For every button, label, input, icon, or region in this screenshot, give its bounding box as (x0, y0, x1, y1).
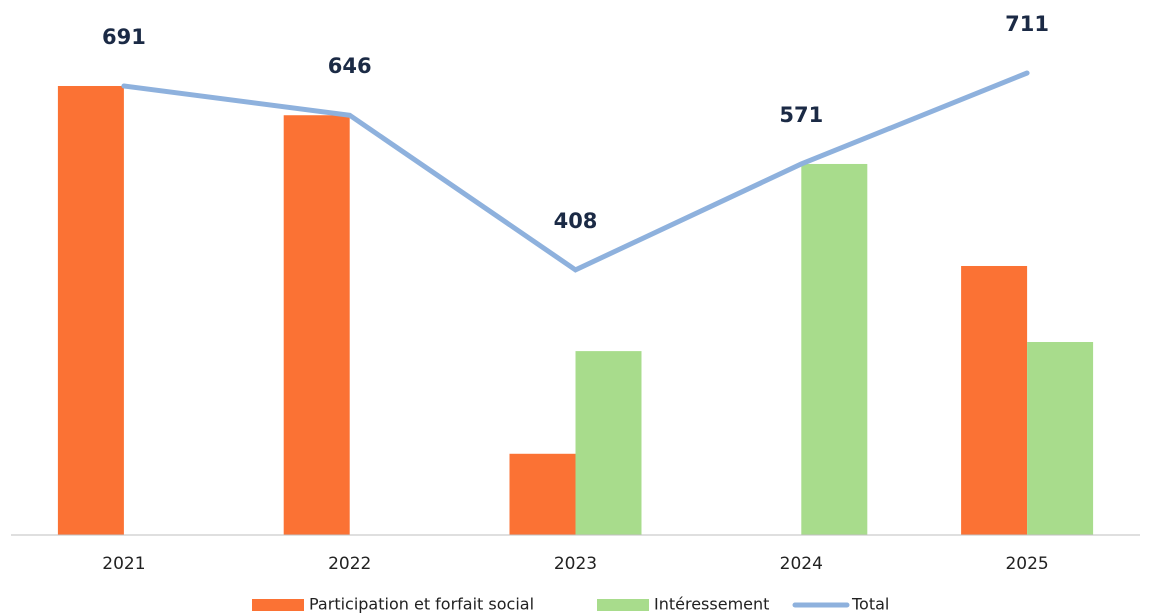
bar (57, 85, 124, 535)
bar (509, 453, 576, 535)
bar (1027, 342, 1094, 535)
x-tick-label: 2024 (780, 554, 823, 574)
legend-label: Total (851, 595, 889, 614)
legend-label: Participation et forfait social (309, 595, 534, 614)
x-tick-label: 2021 (102, 554, 145, 574)
legend-swatch (597, 599, 649, 611)
bar (801, 163, 868, 535)
value-label: 646 (328, 54, 372, 78)
x-tick-label: 2023 (554, 554, 597, 574)
legend-swatch (252, 599, 304, 611)
x-tick-label: 2022 (328, 554, 371, 574)
bar (961, 265, 1028, 535)
total-line (121, 70, 1030, 273)
value-label: 571 (779, 103, 823, 127)
bar (575, 351, 642, 535)
bar (283, 115, 350, 535)
value-label: 691 (102, 25, 146, 49)
value-label: 408 (554, 209, 598, 233)
x-tick-label: 2025 (1005, 554, 1048, 574)
value-label: 711 (1005, 12, 1049, 36)
legend-label: Intéressement (654, 595, 769, 614)
